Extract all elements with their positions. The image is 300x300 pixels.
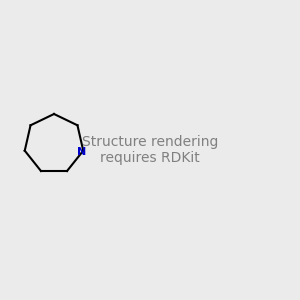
Text: Structure rendering
requires RDKit: Structure rendering requires RDKit: [82, 135, 218, 165]
Text: N: N: [77, 147, 86, 157]
